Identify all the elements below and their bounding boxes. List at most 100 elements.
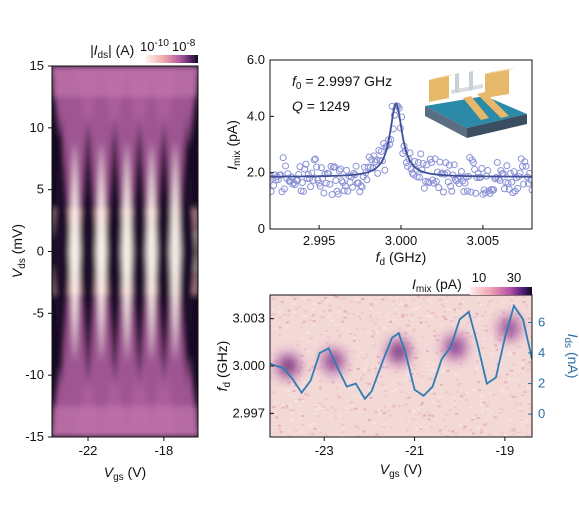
noise-pixel xyxy=(525,321,529,324)
noise-pixel xyxy=(431,414,435,417)
noise-pixel xyxy=(386,319,390,322)
noise-pixel xyxy=(351,388,355,391)
noise-pixel xyxy=(431,363,435,366)
mixing-x-axis-label: Vgs (V) xyxy=(380,461,422,480)
noise-pixel xyxy=(457,306,461,309)
noise-pixel xyxy=(384,395,388,398)
noise-pixel xyxy=(290,418,294,421)
noise-pixel xyxy=(385,315,389,318)
noise-pixel xyxy=(430,368,434,371)
noise-pixel xyxy=(507,305,511,308)
data-point xyxy=(343,166,351,174)
noise-pixel xyxy=(382,422,386,425)
noise-pixel xyxy=(270,426,274,429)
noise-pixel xyxy=(418,305,422,308)
noise-pixel xyxy=(338,415,342,418)
bright-lobe xyxy=(169,140,181,363)
noise-pixel xyxy=(367,389,371,392)
noise-pixel xyxy=(319,380,323,383)
stability-heatmap xyxy=(52,66,198,437)
noise-pixel xyxy=(320,335,324,338)
noise-pixel xyxy=(274,360,278,363)
noise-pixel xyxy=(489,299,493,302)
y2-tick-label: 2 xyxy=(538,376,545,391)
noise-pixel xyxy=(526,368,530,371)
noise-pixel xyxy=(319,431,323,434)
noise-pixel xyxy=(304,348,308,351)
noise-pixel xyxy=(405,403,409,406)
mixing-y2-axis-label: Ids (nA) xyxy=(562,334,579,379)
noise-pixel xyxy=(286,389,290,392)
data-point xyxy=(322,179,330,187)
noise-pixel xyxy=(433,334,437,337)
noise-pixel xyxy=(349,402,353,405)
noise-pixel xyxy=(302,385,306,388)
noise-pixel xyxy=(294,307,298,310)
noise-pixel xyxy=(414,357,418,360)
noise-pixel xyxy=(476,417,480,420)
noise-pixel xyxy=(437,351,441,354)
noise-pixel xyxy=(410,372,414,375)
device-schematic-inset xyxy=(425,68,527,138)
noise-pixel xyxy=(465,332,469,335)
noise-pixel xyxy=(324,329,328,332)
noise-pixel xyxy=(517,384,521,387)
data-point xyxy=(522,162,530,170)
noise-pixel xyxy=(511,429,515,432)
noise-pixel xyxy=(388,320,392,323)
noise-pixel xyxy=(443,425,447,428)
noise-pixel xyxy=(419,375,423,378)
noise-pixel xyxy=(412,411,416,414)
noise-pixel xyxy=(442,305,446,308)
stability-diagram-panel: 15 10 5 0 -5 -10 -15 -22 -18 Vds (mV) Vgs (V) |… xyxy=(9,38,199,483)
noise-pixel xyxy=(458,423,462,426)
noise-pixel xyxy=(301,321,305,324)
noise-pixel xyxy=(356,301,360,304)
mixing-colorbar: Imix (pA) 10 30 xyxy=(412,270,532,295)
noise-pixel xyxy=(454,412,458,415)
noise-pixel xyxy=(489,352,493,355)
noise-pixel xyxy=(300,399,304,402)
noise-pixel xyxy=(300,377,304,380)
noise-pixel xyxy=(363,408,367,411)
noise-pixel xyxy=(483,423,487,426)
noise-pixel xyxy=(397,367,401,370)
mixing-colorbar-gradient xyxy=(470,287,532,295)
noise-pixel xyxy=(477,302,481,305)
noise-pixel xyxy=(457,359,461,362)
coulomb-diamond xyxy=(77,115,99,388)
noise-pixel xyxy=(411,418,415,421)
noise-pixel xyxy=(360,379,364,382)
noise-pixel xyxy=(377,408,381,411)
coulomb-diamond xyxy=(153,115,175,388)
noise-pixel xyxy=(512,433,516,436)
noise-pixel xyxy=(335,387,339,390)
noise-pixel xyxy=(419,426,423,429)
noise-pixel xyxy=(384,332,388,335)
noise-pixel xyxy=(334,417,338,420)
noise-pixel xyxy=(345,399,349,402)
noise-pixel xyxy=(413,307,417,310)
noise-pixel xyxy=(375,433,379,436)
noise-pixel xyxy=(445,413,449,416)
noise-pixel xyxy=(462,300,466,303)
noise-pixel xyxy=(293,400,297,403)
noise-pixel xyxy=(530,317,532,320)
noise-pixel xyxy=(494,344,498,347)
noise-pixel xyxy=(418,412,422,415)
noise-pixel xyxy=(305,349,309,352)
data-point xyxy=(279,154,287,162)
noise-pixel xyxy=(442,419,446,422)
noise-pixel xyxy=(379,375,383,378)
noise-pixel xyxy=(326,299,330,302)
y-tick-label: 6.0 xyxy=(247,52,265,67)
noise-pixel xyxy=(372,421,376,424)
noise-pixel xyxy=(362,374,366,377)
x-tick-label: -21 xyxy=(405,443,424,458)
noise-pixel xyxy=(300,357,304,360)
noise-pixel xyxy=(468,429,472,432)
noise-pixel xyxy=(481,314,485,317)
x-tick-label: 3.000 xyxy=(385,233,418,248)
noise-pixel xyxy=(310,336,314,339)
